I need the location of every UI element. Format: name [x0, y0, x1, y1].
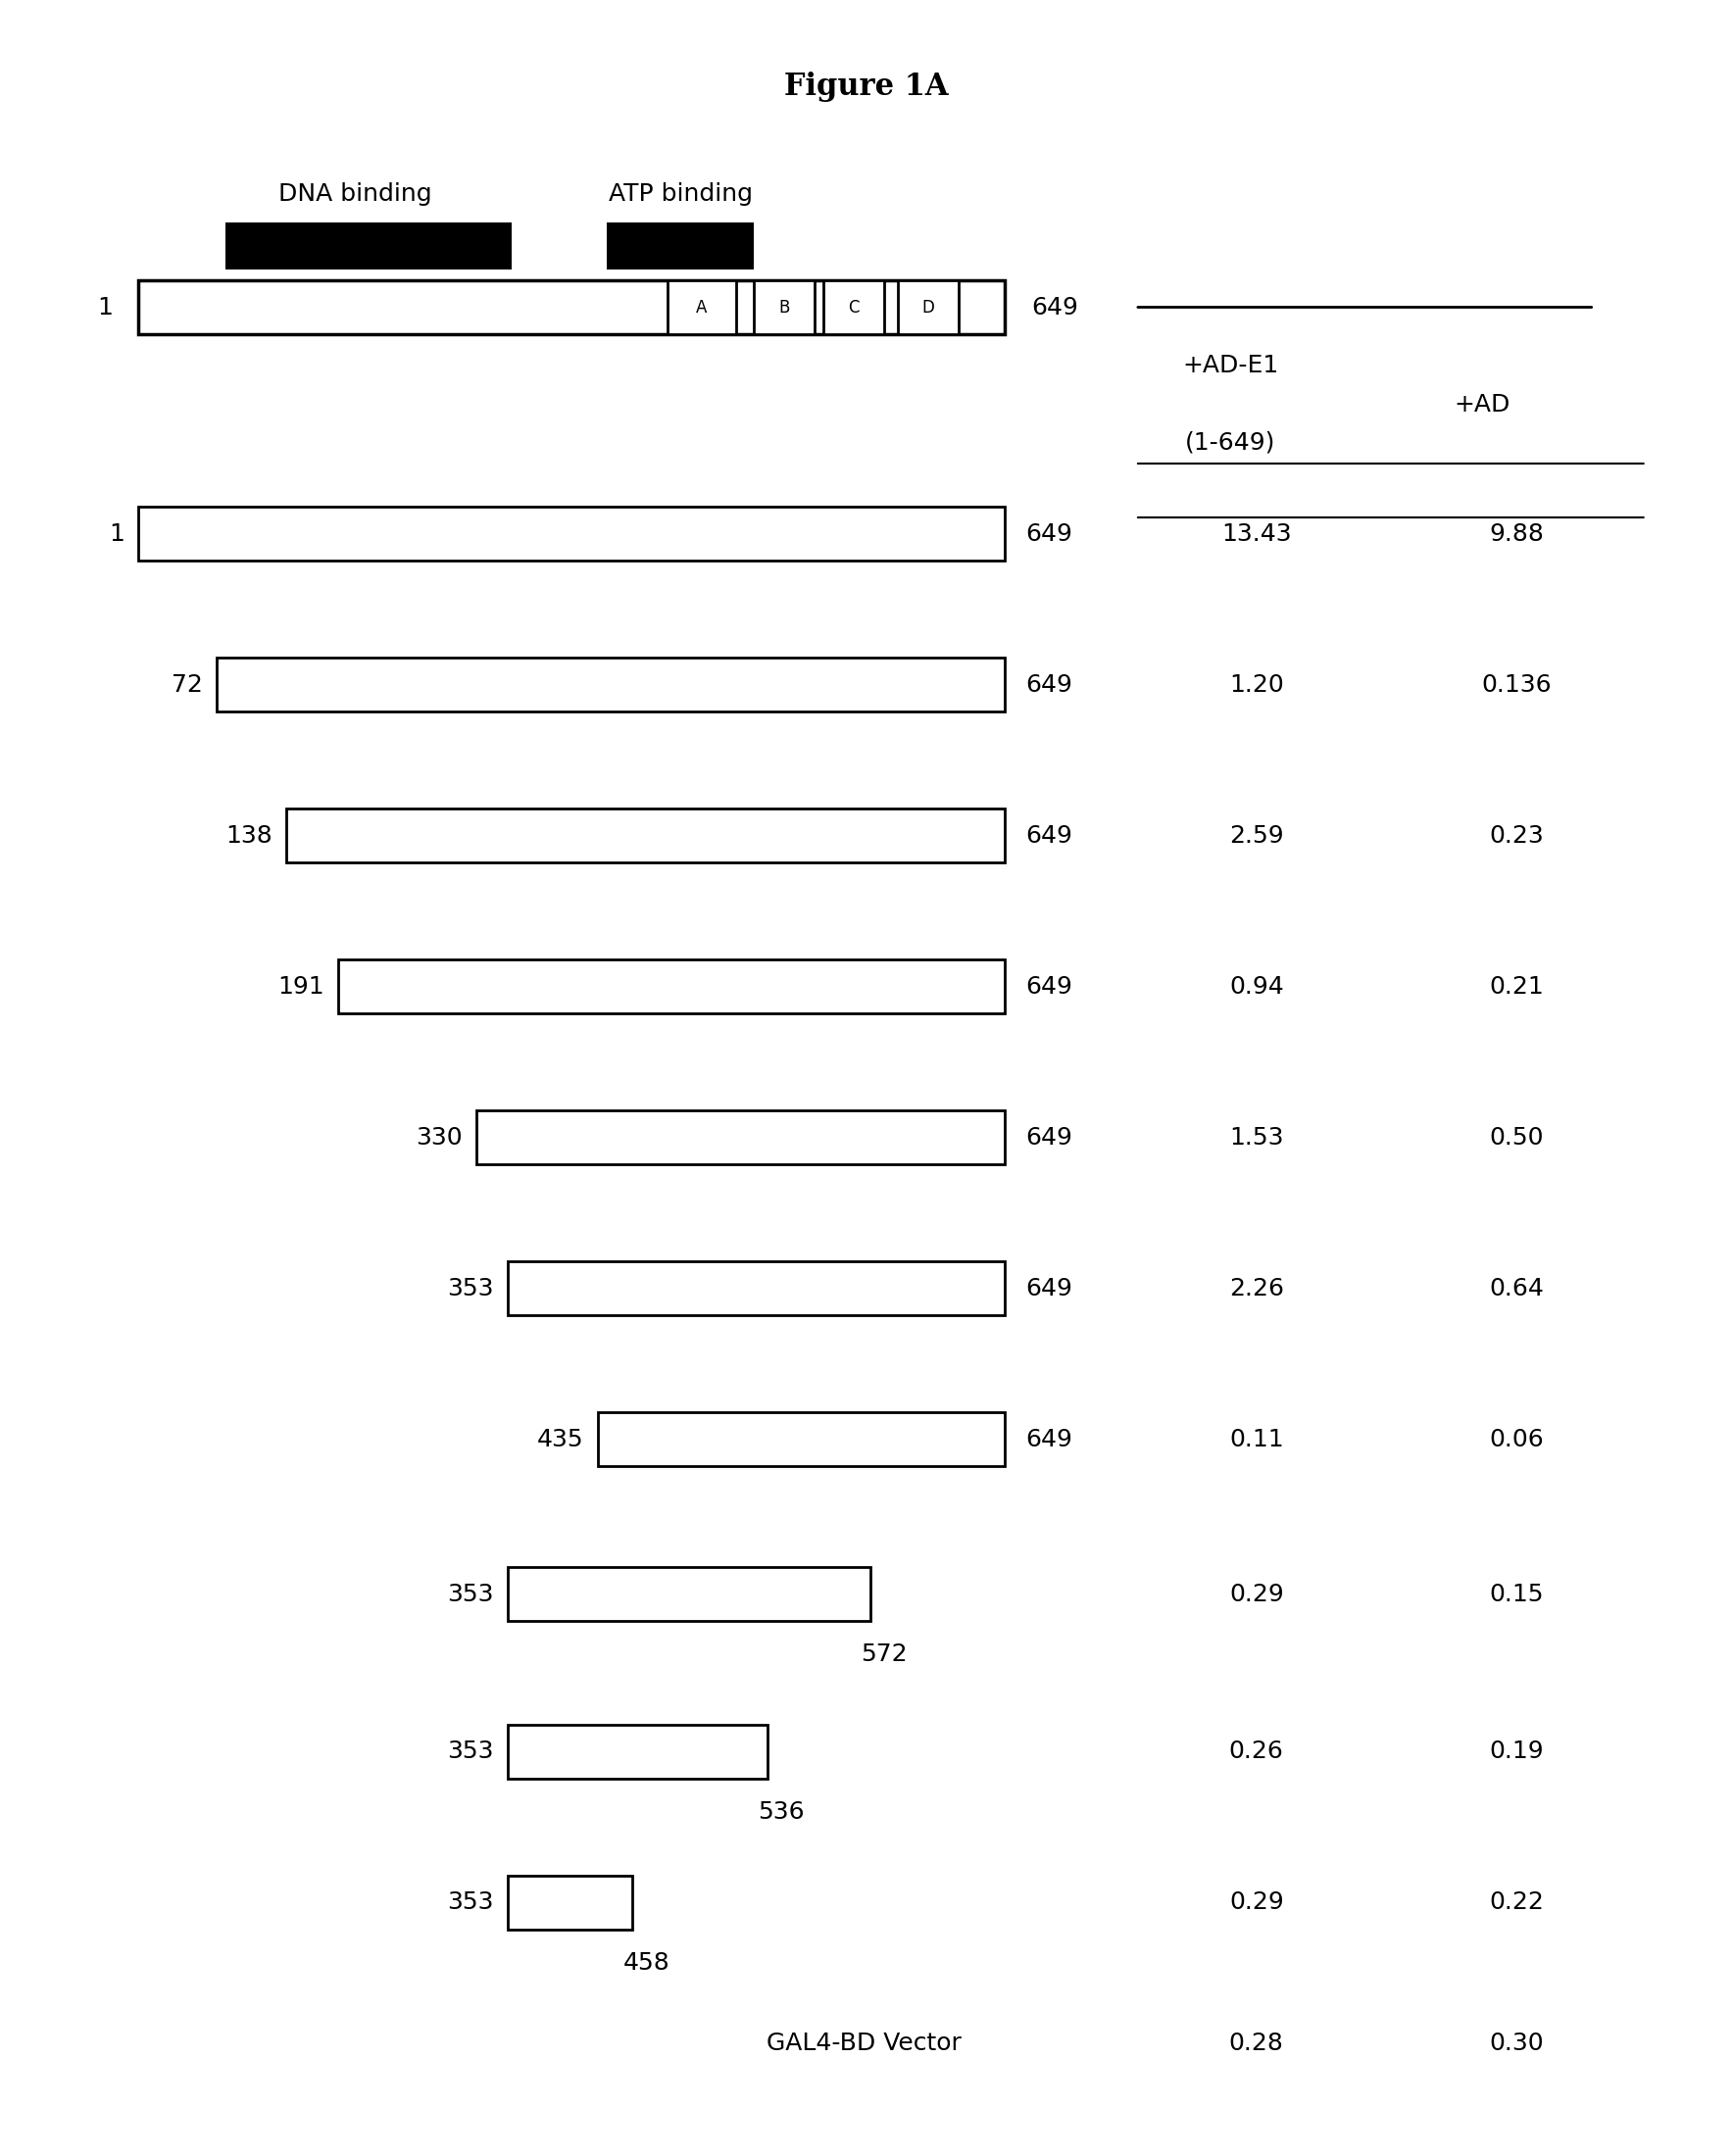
Text: 649: 649	[1026, 673, 1073, 696]
Text: 9.88: 9.88	[1489, 522, 1544, 545]
Text: 0.19: 0.19	[1489, 1740, 1544, 1764]
Text: 13.43: 13.43	[1222, 522, 1291, 545]
Text: B: B	[778, 298, 790, 317]
Text: 0.21: 0.21	[1489, 975, 1544, 998]
Text: 2.59: 2.59	[1229, 824, 1284, 847]
Text: 649: 649	[1026, 1427, 1073, 1451]
Text: 0.50: 0.50	[1489, 1125, 1544, 1149]
Text: 353: 353	[447, 1276, 494, 1300]
Text: 649: 649	[1026, 1276, 1073, 1300]
FancyBboxPatch shape	[225, 222, 511, 270]
Text: +AD-E1: +AD-E1	[1182, 354, 1279, 377]
Text: 0.15: 0.15	[1489, 1583, 1544, 1606]
Text: A: A	[697, 298, 707, 317]
Text: GAL4-BD Vector: GAL4-BD Vector	[768, 2031, 962, 2055]
Text: (1-649): (1-649)	[1185, 431, 1275, 455]
Text: 0.94: 0.94	[1229, 975, 1284, 998]
FancyBboxPatch shape	[754, 280, 815, 334]
Text: 435: 435	[537, 1427, 584, 1451]
FancyBboxPatch shape	[217, 658, 1005, 711]
Text: 1.20: 1.20	[1229, 673, 1284, 696]
Text: 353: 353	[447, 1891, 494, 1915]
Text: 572: 572	[861, 1643, 906, 1667]
Text: 0.06: 0.06	[1489, 1427, 1544, 1451]
FancyBboxPatch shape	[607, 222, 754, 270]
Text: 1.53: 1.53	[1229, 1125, 1284, 1149]
Text: 72: 72	[172, 673, 203, 696]
Text: 0.26: 0.26	[1229, 1740, 1284, 1764]
FancyBboxPatch shape	[823, 280, 884, 334]
Text: 191: 191	[277, 975, 324, 998]
Text: 649: 649	[1026, 1125, 1073, 1149]
Text: 0.30: 0.30	[1489, 2031, 1544, 2055]
Text: 458: 458	[622, 1951, 671, 1975]
Text: 0.64: 0.64	[1489, 1276, 1544, 1300]
Text: Figure 1A: Figure 1A	[785, 71, 948, 101]
FancyBboxPatch shape	[508, 1725, 768, 1779]
Text: +AD: +AD	[1454, 392, 1509, 416]
Text: 649: 649	[1026, 522, 1073, 545]
FancyBboxPatch shape	[139, 280, 1005, 334]
FancyBboxPatch shape	[598, 1412, 1005, 1466]
FancyBboxPatch shape	[667, 280, 737, 334]
Text: 1: 1	[109, 522, 125, 545]
FancyBboxPatch shape	[139, 507, 1005, 561]
Text: 0.28: 0.28	[1229, 2031, 1284, 2055]
FancyBboxPatch shape	[508, 1567, 870, 1621]
Text: C: C	[847, 298, 860, 317]
Text: 649: 649	[1026, 824, 1073, 847]
Text: 0.23: 0.23	[1489, 824, 1544, 847]
Text: 536: 536	[759, 1800, 804, 1824]
Text: 0.22: 0.22	[1489, 1891, 1544, 1915]
Text: 649: 649	[1026, 975, 1073, 998]
Text: 353: 353	[447, 1740, 494, 1764]
Text: 0.11: 0.11	[1229, 1427, 1284, 1451]
FancyBboxPatch shape	[477, 1110, 1005, 1164]
FancyBboxPatch shape	[508, 1876, 633, 1930]
Text: 2.26: 2.26	[1229, 1276, 1284, 1300]
Text: D: D	[922, 298, 934, 317]
FancyBboxPatch shape	[338, 959, 1005, 1013]
Text: 0.29: 0.29	[1229, 1891, 1284, 1915]
Text: 330: 330	[416, 1125, 463, 1149]
Text: 649: 649	[1031, 295, 1078, 319]
FancyBboxPatch shape	[286, 808, 1005, 862]
FancyBboxPatch shape	[508, 1261, 1005, 1315]
Text: 0.29: 0.29	[1229, 1583, 1284, 1606]
Text: 353: 353	[447, 1583, 494, 1606]
FancyBboxPatch shape	[898, 280, 958, 334]
Text: 138: 138	[225, 824, 272, 847]
Text: 1: 1	[97, 295, 113, 319]
Text: ATP binding: ATP binding	[608, 183, 754, 205]
Text: DNA binding: DNA binding	[279, 183, 432, 205]
Text: 0.136: 0.136	[1482, 673, 1551, 696]
